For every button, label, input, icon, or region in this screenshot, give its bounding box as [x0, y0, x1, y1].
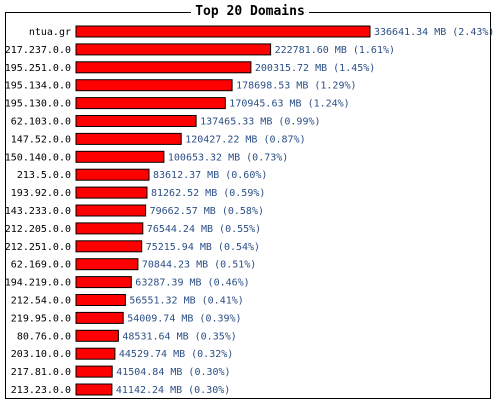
- bar: [75, 240, 143, 253]
- bar: [75, 258, 139, 271]
- bar: [75, 186, 148, 199]
- category-label: 212.54.0.0: [11, 296, 71, 307]
- value-label: 336641.34 MB (2.43%): [374, 27, 494, 38]
- category-label: 219.95.0.0: [11, 313, 71, 324]
- value-label: 48531.64 MB (0.35%): [122, 331, 236, 342]
- category-label: 150.140.0.0: [5, 152, 71, 163]
- value-label: 44529.74 MB (0.32%): [119, 349, 233, 360]
- bar: [75, 61, 252, 74]
- category-label: 213.23.0.0: [11, 385, 71, 396]
- value-label: 100653.32 MB (0.73%): [168, 152, 288, 163]
- category-label: ntua.gr: [29, 27, 71, 38]
- bar: [75, 25, 371, 38]
- category-label: 195.130.0.0: [5, 99, 71, 110]
- category-label: 212.251.0.0: [5, 242, 71, 253]
- bar: [75, 329, 119, 342]
- bar: [75, 294, 126, 306]
- category-label: 203.10.0.0: [11, 349, 71, 360]
- bar: [75, 43, 272, 56]
- value-label: 41142.24 MB (0.30%): [116, 385, 230, 396]
- category-label: 213.5.0.0: [17, 170, 71, 181]
- category-label: 195.251.0.0: [5, 63, 71, 74]
- category-label: 143.233.0.0: [5, 206, 71, 217]
- value-label: 81262.52 MB (0.59%): [151, 188, 265, 199]
- category-label: 62.103.0.0: [11, 117, 71, 128]
- value-label: 137465.33 MB (0.99%): [200, 117, 320, 128]
- bar: [75, 276, 132, 289]
- bar: [75, 132, 182, 145]
- bar: [75, 365, 113, 378]
- category-label: 217.81.0.0: [11, 367, 71, 378]
- value-label: 70844.23 MB (0.51%): [142, 260, 256, 271]
- category-label: 194.219.0.0: [5, 278, 71, 289]
- value-label: 170945.63 MB (1.24%): [229, 99, 349, 110]
- category-label: 212.205.0.0: [5, 224, 71, 235]
- bar: [75, 347, 116, 360]
- category-label: 195.134.0.0: [5, 81, 71, 92]
- bar: [75, 222, 144, 235]
- bar: [75, 311, 124, 324]
- value-label: 76544.24 MB (0.55%): [147, 224, 261, 235]
- bar: [75, 150, 165, 163]
- bar: [75, 383, 113, 396]
- value-label: 222781.60 MB (1.61%): [275, 45, 395, 56]
- value-label: 178698.53 MB (1.29%): [236, 81, 356, 92]
- value-label: 54009.74 MB (0.39%): [127, 313, 241, 324]
- category-label: 62.169.0.0: [11, 260, 71, 271]
- bar: [75, 168, 150, 181]
- bar: [75, 115, 197, 127]
- value-label: 200315.72 MB (1.45%): [255, 63, 375, 74]
- value-label: 120427.22 MB (0.87%): [185, 134, 305, 145]
- value-label: 75215.94 MB (0.54%): [146, 242, 260, 253]
- category-label: 147.52.0.0: [11, 134, 71, 145]
- category-label: 80.76.0.0: [17, 331, 71, 342]
- category-label: 217.237.0.0: [5, 45, 71, 56]
- value-label: 56551.32 MB (0.41%): [129, 296, 243, 307]
- value-label: 83612.37 MB (0.60%): [153, 170, 267, 181]
- bar: [75, 79, 233, 92]
- bar: [75, 204, 147, 217]
- bar: [75, 97, 226, 110]
- value-label: 41504.84 MB (0.30%): [116, 367, 230, 378]
- value-label: 79662.57 MB (0.58%): [150, 206, 264, 217]
- value-label: 63287.39 MB (0.46%): [135, 278, 249, 289]
- category-label: 193.92.0.0: [11, 188, 71, 199]
